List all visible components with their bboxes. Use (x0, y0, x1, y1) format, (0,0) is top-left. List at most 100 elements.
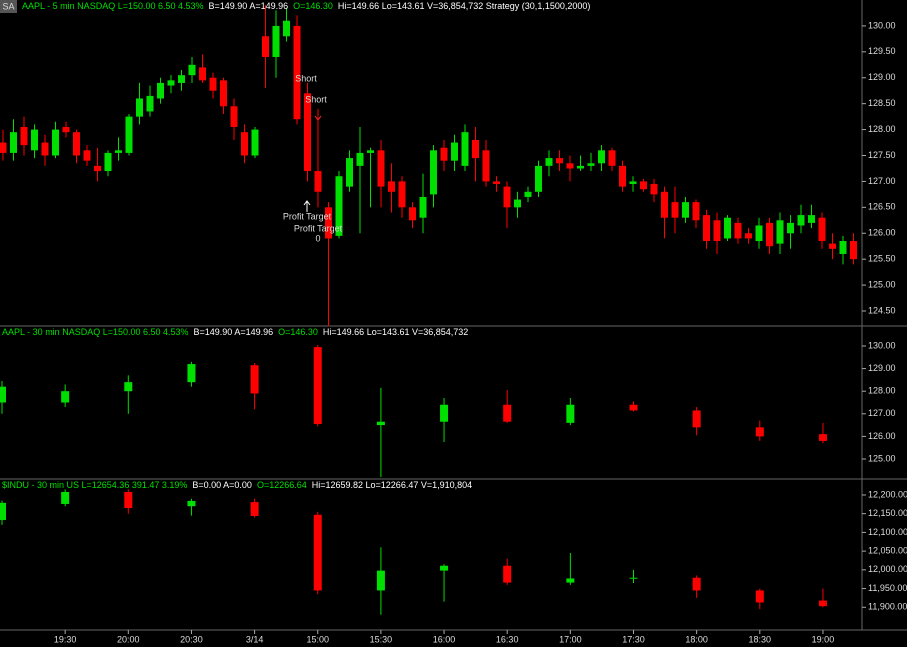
candle-body (839, 241, 847, 254)
candle-body (566, 578, 575, 583)
panel-header: $INDU - 30 min US L=12654.36 391.47 3.19… (2, 480, 472, 490)
candle-body (178, 75, 185, 83)
candle-body (41, 142, 49, 156)
candle-body (241, 132, 248, 156)
candle-body (188, 64, 196, 76)
candle-body (629, 404, 638, 411)
y-tick-label: 129.50 (868, 46, 896, 56)
candle-body (52, 129, 59, 156)
y-tick-label: 12,100.00 (868, 527, 907, 537)
candle-body (692, 410, 701, 428)
candle-body (209, 77, 217, 91)
candle-body (94, 165, 101, 172)
candle-body (661, 191, 668, 218)
candle-body (766, 222, 773, 247)
y-tick-label: 130.00 (868, 20, 896, 30)
candle-body (650, 184, 658, 195)
header-segment: B=149.90 A=149.96 (194, 327, 274, 337)
header-segment: O=12266.64 (257, 480, 307, 490)
candle-body (187, 500, 196, 507)
x-tick-label: 17:30 (622, 634, 645, 644)
arrow-icon (303, 200, 311, 212)
candle-body (230, 106, 238, 127)
x-tick-label: 20:00 (117, 634, 140, 644)
candle-body (31, 129, 38, 151)
candle-body (335, 176, 343, 236)
candle-body (493, 181, 500, 185)
x-tick-label: 19:30 (54, 634, 77, 644)
candle-body (451, 142, 458, 161)
y-tick-label: 125.00 (868, 279, 896, 289)
candle-body (115, 150, 122, 153)
candle-body (703, 215, 710, 242)
y-tick-label: 126.00 (868, 228, 896, 238)
candle-body (755, 225, 763, 242)
y-tick-label: 11,900.00 (868, 602, 907, 612)
header-segment: AAPL - 30 min NASDAQ L=150.00 6.50 4.53% (2, 327, 189, 337)
candle-body (556, 158, 563, 164)
candle-body (157, 82, 164, 99)
candle-body (755, 427, 764, 437)
annotation: Short (305, 94, 327, 104)
x-tick-label: 15:30 (370, 634, 393, 644)
header-segment: O=146.30 (278, 327, 318, 337)
candle-body (566, 404, 575, 423)
candle-body (524, 191, 532, 197)
candle-body (250, 365, 259, 394)
candle-body (73, 132, 80, 156)
candle-body (482, 150, 490, 182)
x-tick-label: 16:00 (433, 634, 456, 644)
header-segment: Hi=149.66 Lo=143.61 V=36,854,732 (323, 327, 468, 337)
candle-body (313, 514, 322, 591)
candle-body (10, 132, 17, 153)
y-tick-label: 130.00 (868, 340, 896, 350)
candle-body (818, 600, 827, 607)
candle-body (566, 163, 574, 169)
candle-body (124, 491, 133, 509)
candle-body (440, 565, 449, 571)
y-tick-label: 11,950.00 (868, 583, 907, 593)
annotation: Profit Target (294, 223, 343, 233)
candle-body (587, 163, 595, 166)
header-segment: Hi=12659.82 Lo=12266.47 V=1,910,804 (312, 480, 472, 490)
x-tick-label: 20:30 (180, 634, 203, 644)
candle-body (734, 222, 742, 239)
header-segment: $INDU - 30 min US L=12654.36 391.47 3.19… (2, 480, 187, 490)
candle-body (745, 233, 752, 239)
candle-body (440, 404, 449, 422)
candle-body (724, 217, 731, 239)
candle-body (0, 502, 6, 521)
candle-body (136, 98, 143, 117)
y-tick-label: 129.00 (868, 363, 896, 373)
candle-body (608, 150, 616, 166)
candle-body (440, 147, 448, 161)
candle-body (503, 565, 512, 583)
y-tick-label: 128.50 (868, 98, 896, 108)
candle-body (167, 80, 175, 86)
y-tick-label: 128.00 (868, 124, 896, 134)
candle-body (104, 152, 112, 172)
x-tick-label: 19:00 (812, 634, 835, 644)
candle-body (692, 577, 701, 591)
candle-body (61, 391, 70, 403)
candle-body (776, 220, 784, 244)
y-tick-label: 12,200.00 (868, 489, 907, 499)
panel-header: AAPL - 30 min NASDAQ L=150.00 6.50 4.53%… (2, 327, 468, 337)
x-tick-label: 18:00 (685, 634, 708, 644)
y-tick-label: 12,000.00 (868, 564, 907, 574)
candle-body (461, 132, 469, 166)
badge: SA (2, 1, 14, 11)
candle-body (797, 215, 805, 226)
candle-body (124, 382, 133, 392)
y-tick-label: 125.00 (868, 453, 896, 463)
candle-body (314, 171, 322, 192)
candle-body (713, 220, 721, 242)
candle-body (787, 222, 794, 234)
y-tick-label: 125.50 (868, 254, 896, 264)
candle-body (367, 150, 374, 153)
candle-body (808, 215, 815, 223)
candle-body (598, 150, 605, 164)
annotation: Profit Target (283, 211, 332, 221)
y-tick-label: 12,150.00 (868, 508, 907, 518)
candle-body (313, 347, 322, 424)
